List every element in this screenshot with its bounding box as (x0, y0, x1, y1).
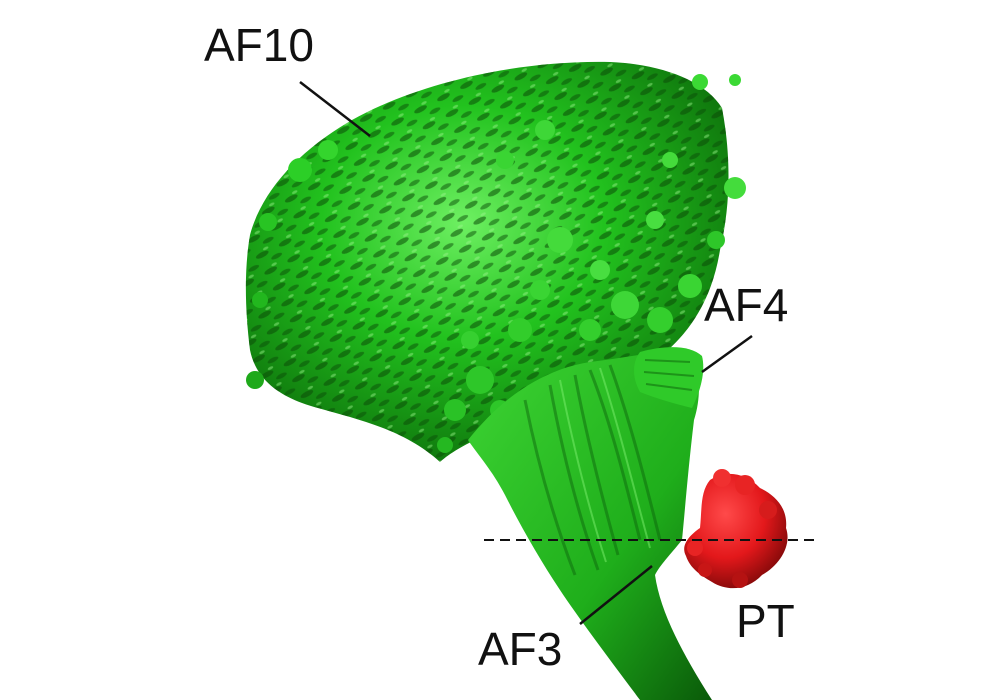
af3-leader-line (579, 565, 653, 625)
neuropil-af3-stalk (468, 350, 712, 700)
label-af4: AF4 (704, 279, 789, 331)
af10-leader-line (299, 81, 371, 137)
label-af10: AF10 (204, 19, 314, 71)
label-af3: AF3 (478, 623, 563, 675)
af4-leader-line (701, 334, 753, 374)
label-pt: PT (736, 595, 795, 647)
neuropil-af4-lobe (634, 347, 704, 408)
pt-region (684, 469, 788, 589)
neuropil-af10-region (245, 61, 746, 462)
